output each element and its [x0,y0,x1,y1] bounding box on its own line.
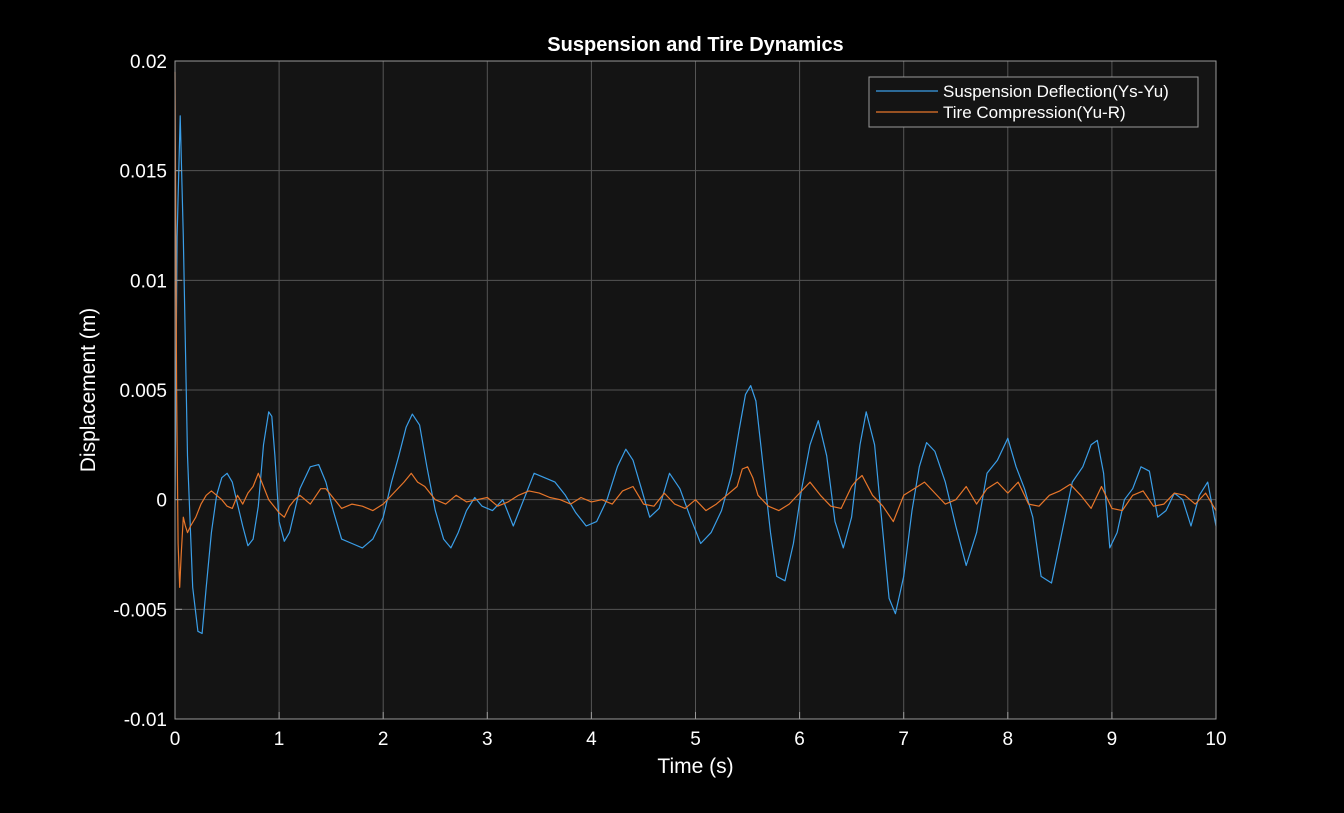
y-tick-label: 0.01 [130,271,167,292]
legend-label-suspension: Suspension Deflection(Ys-Yu) [943,82,1169,101]
y-tick-label: 0.005 [119,381,167,402]
x-tick-label: 2 [378,729,389,750]
series-line-tire-compression [174,71,1217,589]
legend: Suspension Deflection(Ys-Yu) Tire Compre… [868,76,1199,128]
chart-title: Suspension and Tire Dynamics [547,34,843,56]
x-tick-label: 8 [1003,729,1014,750]
y-axis-label: Displacement (m) [77,308,100,473]
x-tick-label: 1 [274,729,285,750]
legend-label-tire: Tire Compression(Yu-R) [943,103,1126,122]
x-tick-label: 5 [690,729,701,750]
y-tick-label: 0 [156,491,167,512]
y-tick-label: -0.01 [124,710,167,731]
legend-box [868,76,1199,128]
x-tick-label: 10 [1205,729,1226,750]
axis-ticks: 0 1 2 3 4 5 6 7 8 9 10 -0.01 -0.005 0 0.005 0.01 0.015 0.… [113,52,1226,750]
x-tick-label: 9 [1107,729,1118,750]
series-line-suspension-deflection [174,115,1217,635]
x-tick-label: 6 [794,729,805,750]
x-tick-label: 0 [170,729,181,750]
x-tick-label: 7 [898,729,909,750]
y-tick-label: 0.02 [130,52,167,73]
x-tick-label: 4 [586,729,597,750]
x-tick-label: 3 [482,729,493,750]
y-tick-label: 0.015 [119,162,167,183]
series-lines [174,71,1217,635]
y-tick-label: -0.005 [113,600,167,621]
x-axis-label: Time (s) [657,755,733,778]
